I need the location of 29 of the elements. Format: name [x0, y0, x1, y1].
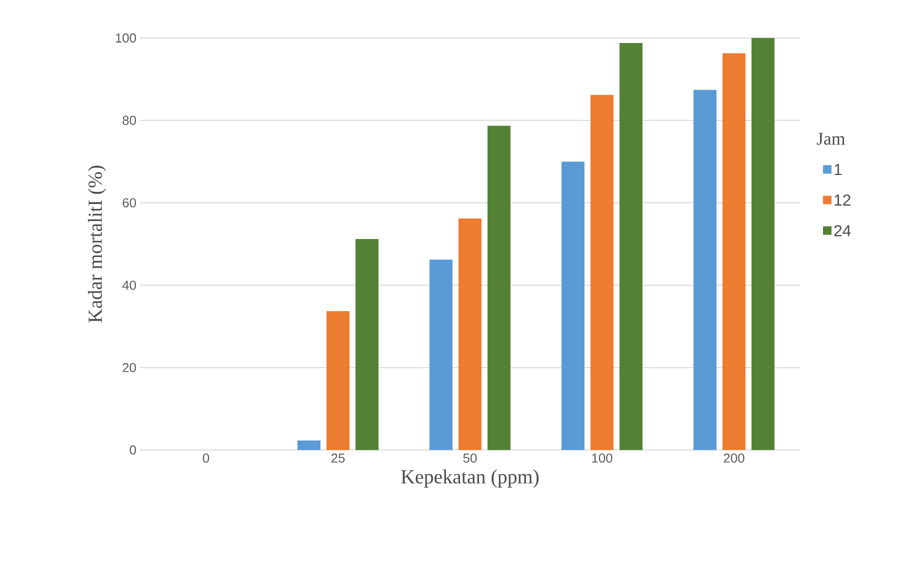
bar: [298, 440, 320, 450]
y-tick-label: 0: [130, 445, 136, 455]
x-tick-label: 0: [202, 454, 210, 463]
bar: [694, 90, 717, 450]
x-tick-label: 25: [331, 454, 345, 463]
x-tick-label: 200: [724, 454, 744, 463]
legend-label: 24: [834, 225, 851, 236]
y-tick-label: 60: [122, 198, 136, 208]
bar: [458, 218, 482, 450]
bar: [430, 260, 452, 450]
bar: [590, 94, 614, 450]
x-tick-label: 100: [592, 454, 612, 463]
bar: [752, 38, 775, 450]
y-tick-label: 40: [122, 280, 136, 290]
bar: [356, 239, 378, 450]
y-tick-label: 20: [122, 363, 136, 372]
y-tick-label: 80: [122, 116, 136, 125]
x-axis-title: Kepekatan (ppm): [401, 470, 539, 488]
legend-title: Jam: [816, 132, 846, 145]
legend-label: 1: [834, 164, 842, 176]
x-tick-label: 50: [463, 454, 477, 463]
bar: [722, 53, 746, 450]
legend-label: 12: [834, 194, 850, 206]
bar: [326, 311, 350, 450]
y-axis-title: Kadar mortalitI (%): [88, 166, 106, 323]
bar: [620, 42, 643, 450]
y-tick-label: 100: [116, 33, 136, 43]
bar: [562, 162, 584, 450]
bar: [488, 126, 511, 450]
